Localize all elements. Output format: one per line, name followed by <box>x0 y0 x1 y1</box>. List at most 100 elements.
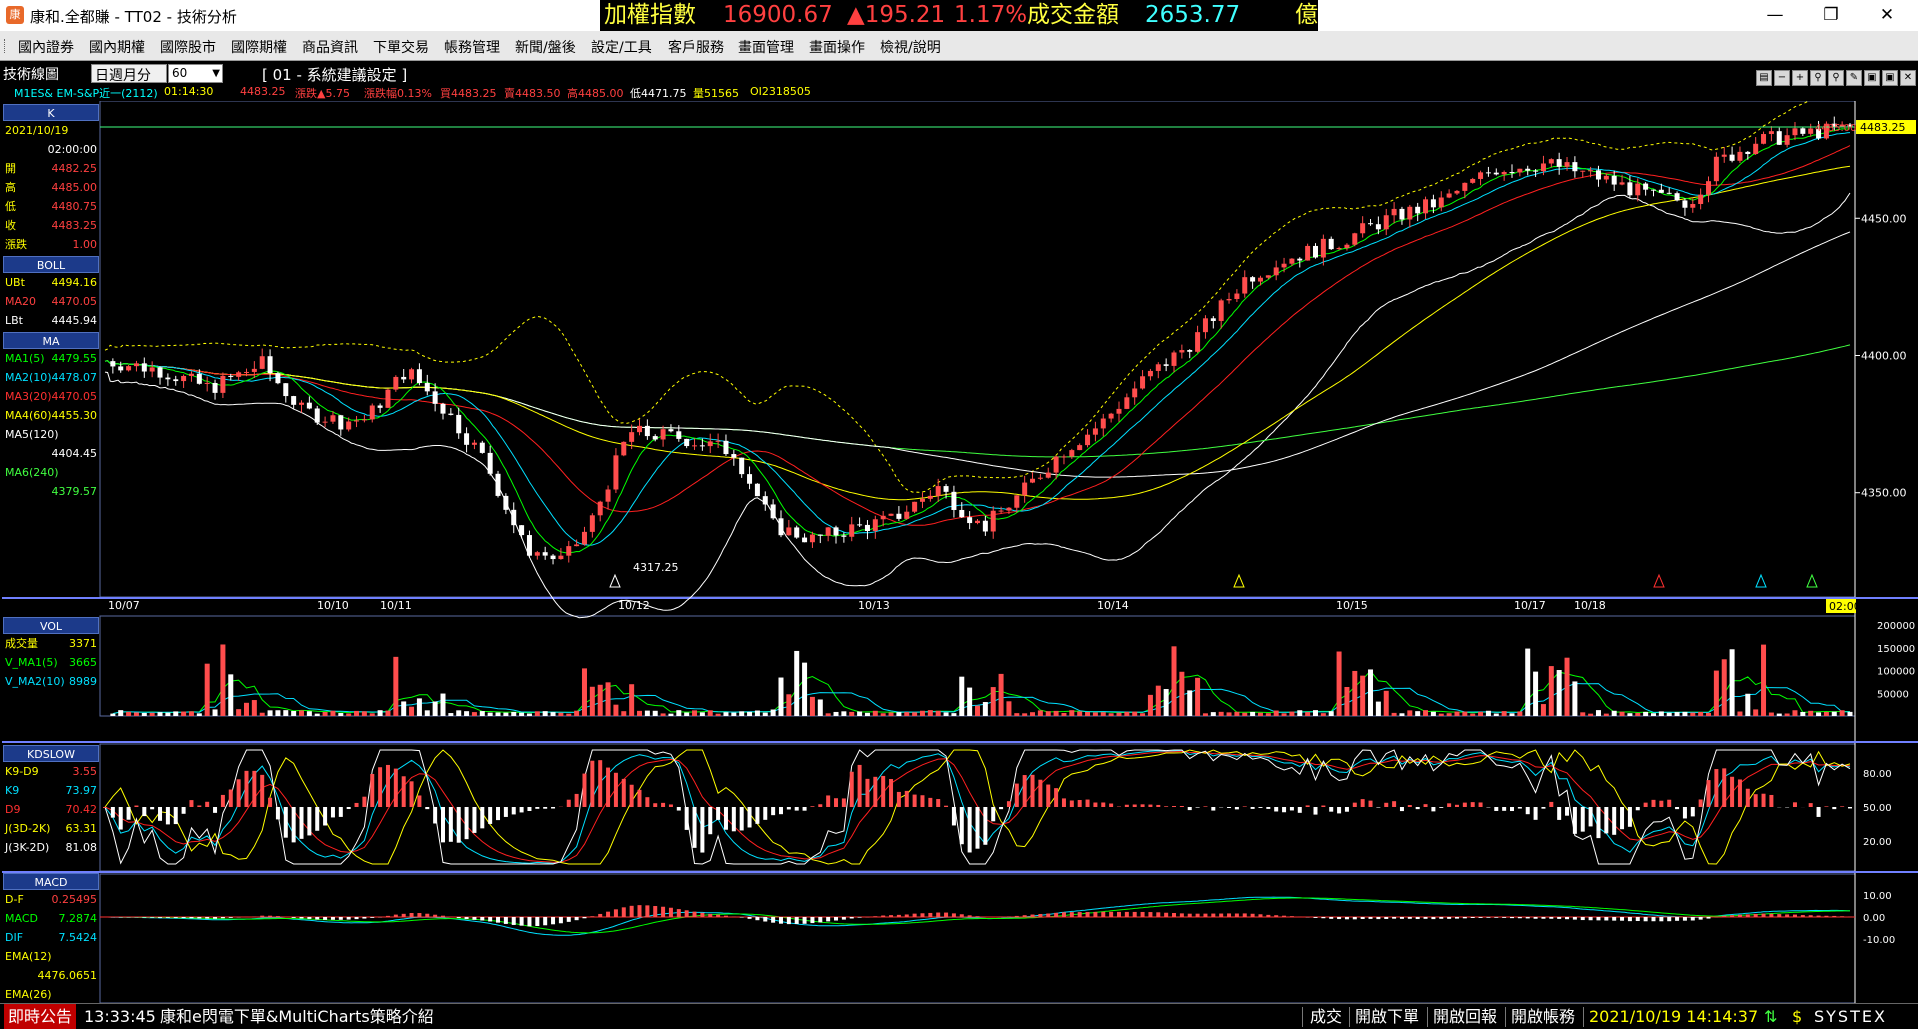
menu-intl-futures[interactable]: 國際期權 <box>231 40 287 56</box>
close-button[interactable]: ✕ <box>1879 5 1895 25</box>
maximize-button[interactable]: ❐ <box>1823 5 1839 25</box>
technical-chart[interactable]: 4350.00 4400.00 4450.00 4483.25 10/07 10/10 10… <box>0 101 1918 1003</box>
panel-vol-header[interactable]: VOL <box>3 617 99 634</box>
macd-bar <box>1761 913 1766 917</box>
ticker-volume-label: 成交金額 <box>1027 2 1119 28</box>
volume-bar <box>1501 711 1507 716</box>
kd-bar <box>818 804 823 807</box>
macd-bar <box>755 917 760 921</box>
menu-screen-operation[interactable]: 畫面操作 <box>809 40 865 56</box>
menu-screen-management[interactable]: 畫面管理 <box>738 40 794 56</box>
panel-k-row: 開 4482.25 <box>3 159 99 178</box>
candle-body <box>975 520 980 524</box>
panel-ma-header[interactable]: MA <box>3 332 99 349</box>
macd-bar <box>1093 911 1098 917</box>
candle-body <box>660 429 666 440</box>
menu-customer-service[interactable]: 客戶服務 <box>668 40 724 56</box>
candle-body <box>369 405 375 420</box>
search-back-icon[interactable]: ⚲ <box>1828 70 1844 86</box>
candle-body <box>1155 364 1161 371</box>
draw-icon[interactable]: ✎ <box>1846 70 1862 86</box>
volume-bar <box>188 711 194 716</box>
macd-bar <box>1557 917 1562 919</box>
panel-macd-row: MACD 7.2874 <box>3 909 99 928</box>
price-tick-label: 4450.00 <box>1861 212 1907 225</box>
volume-bar <box>1320 713 1326 716</box>
panel-ma: MA MA1(5) 4479.55 MA2(10) 4478.07 MA3(20) 4… <box>3 332 99 501</box>
open-order-button[interactable]: 開啟下單 <box>1355 1007 1420 1026</box>
trades-button[interactable]: 成交 <box>1310 1007 1343 1026</box>
row-value: 4470.05 <box>51 390 98 403</box>
period-selector[interactable]: 日週月分 <box>91 64 167 84</box>
menu-intl-stocks[interactable]: 國際股市 <box>160 40 216 56</box>
kd-bar <box>574 793 579 807</box>
candle-body <box>1501 172 1507 175</box>
menu-accounts[interactable]: 帳務管理 <box>444 40 500 56</box>
chart-marks: 4485.00 4317.25 <box>609 123 1856 588</box>
save-icon[interactable]: ▣ <box>1864 70 1880 86</box>
candle-body <box>534 552 540 556</box>
kd-bar <box>1054 788 1059 807</box>
panel-kd-header[interactable]: KDSLOW <box>3 745 99 762</box>
row-value: 4480.75 <box>51 200 98 213</box>
zoom-in-icon[interactable]: + <box>1792 70 1808 86</box>
kd-bar <box>409 781 414 807</box>
kd-bar <box>362 796 367 807</box>
announcement-text[interactable]: 康和e閃電下單&MultiCharts策略介紹 <box>160 1007 434 1026</box>
row-key: EMA(12) <box>5 950 52 963</box>
candle-body <box>621 441 627 456</box>
volume-bar <box>896 712 902 716</box>
kd-bar <box>723 807 728 830</box>
kd-bar <box>1289 807 1294 811</box>
candle-body <box>275 373 281 384</box>
chevron-down-icon: ▼ <box>212 68 220 79</box>
zoom-out-icon[interactable]: − <box>1774 70 1790 86</box>
volume-tick-label: 50000 <box>1877 689 1909 700</box>
volume-bar <box>487 712 493 716</box>
symbol-name: M1ES& EM-S&P近一(2112) <box>14 87 158 100</box>
menu-news[interactable]: 新聞/盤後 <box>515 40 576 56</box>
export-icon[interactable]: ▣ <box>1882 70 1898 86</box>
volume-bar <box>330 710 336 716</box>
menu-settings[interactable]: 設定/工具 <box>591 40 652 56</box>
row-key: J(3D-2K) <box>5 822 51 835</box>
kd-bar <box>629 784 634 807</box>
preset-label[interactable]: [ 01 - 系統建議設定 ] <box>262 66 408 84</box>
volume-bar <box>1643 711 1649 716</box>
menu-domestic-securities[interactable]: 國內證券 <box>18 40 74 56</box>
menu-view-help[interactable]: 檢視/說明 <box>880 40 941 56</box>
panel-boll-header[interactable]: BOLL <box>3 256 99 273</box>
menu-trading[interactable]: 下單交易 <box>373 40 429 56</box>
layout-icon[interactable]: ▤ <box>1756 70 1772 86</box>
candle-body <box>228 375 234 377</box>
volume-bar <box>715 713 721 716</box>
macd-bar <box>1014 915 1019 917</box>
macd-bar <box>181 917 186 919</box>
interval-dropdown[interactable]: 60 ▼ <box>168 64 223 83</box>
open-account-button[interactable]: 開啟帳務 <box>1511 1007 1576 1026</box>
minimize-button[interactable]: — <box>1766 5 1784 25</box>
close-chart-icon[interactable]: ✕ <box>1900 70 1916 86</box>
row-key: V_MA1(5) <box>5 656 58 669</box>
candle-body <box>1053 456 1059 473</box>
volume-bar <box>1155 685 1161 716</box>
dollar-icon[interactable]: $ <box>1792 1007 1803 1026</box>
panel-k-row: 高 4485.00 <box>3 178 99 197</box>
volume-bar <box>220 644 226 716</box>
panel-k-header[interactable]: K <box>3 104 99 121</box>
window-title: 康和.全都賺 - TT02 - 技術分析 <box>30 8 237 26</box>
search-icon[interactable]: ⚲ <box>1810 70 1826 86</box>
menu-domestic-futures[interactable]: 國內期權 <box>89 40 145 56</box>
open-report-button[interactable]: 開啟回報 <box>1433 1007 1498 1026</box>
index-ticker[interactable]: 加權指數 16900.67 ▲195.21 1.17% 成交金額 2653.77… <box>600 0 1318 31</box>
volume-bar <box>275 710 281 716</box>
panel-ma-row: MA4(60) 4455.30 <box>3 406 99 425</box>
menu-product-info[interactable]: 商品資訊 <box>302 40 358 56</box>
row-key: MA2(10) <box>5 371 52 384</box>
volume-bar <box>338 713 344 716</box>
panel-macd-header[interactable]: MACD <box>3 873 99 890</box>
macd-bar <box>370 917 375 918</box>
volume-bar <box>699 712 705 716</box>
announcement-badge[interactable]: 即時公告 <box>4 1004 77 1029</box>
candle-body <box>1595 170 1601 180</box>
